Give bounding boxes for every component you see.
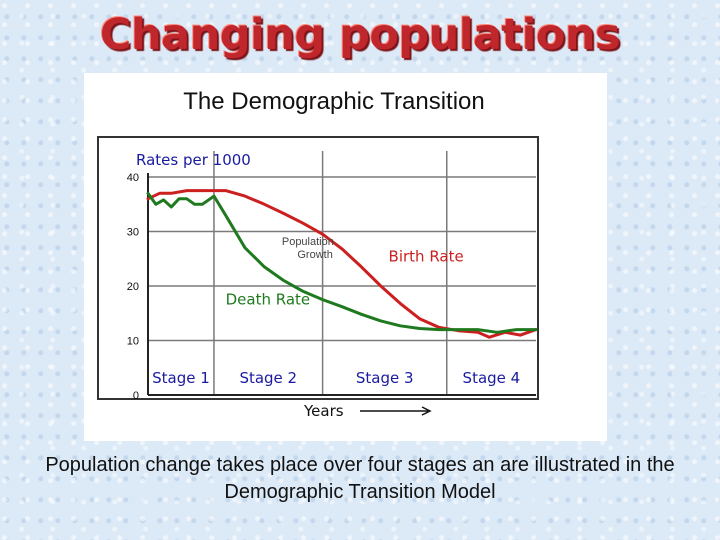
series-layer — [146, 189, 538, 339]
death-rate-label: Death Rate — [226, 291, 311, 309]
stage-label: Stage 1 — [152, 369, 210, 387]
y-tick-label: 30 — [127, 227, 139, 239]
slide-title: Changing populations — [99, 10, 621, 60]
stage-labels: Stage 1 Stage 2 Stage 3 Stage 4 — [152, 369, 520, 387]
y-tick-label: 0 — [133, 390, 139, 402]
stage-label: Stage 4 — [463, 369, 521, 387]
birth-rate-label: Birth Rate — [389, 247, 464, 265]
death-rate-line — [146, 191, 538, 334]
series-labels: Birth Rate Death Rate Population Growth — [226, 236, 464, 308]
x-axis-label: Years — [303, 402, 344, 420]
axis-labels: Rates per 1000 Years — [136, 151, 432, 420]
stage-label: Stage 2 — [239, 369, 297, 387]
population-growth-annotation-line: Population — [282, 236, 334, 248]
chart-figure: The Demographic Transition 0 10 20 30 40 Sta… — [84, 73, 607, 441]
stage-label: Stage 3 — [356, 369, 414, 387]
slide-caption: Population change takes place over four … — [45, 454, 675, 503]
y-tick-label: 10 — [127, 336, 139, 348]
population-growth-annotation: Population Growth — [282, 236, 334, 261]
chart-title: The Demographic Transition — [183, 88, 484, 115]
y-axis-label: Rates per 1000 — [136, 151, 251, 169]
population-growth-annotation-line: Growth — [297, 249, 332, 261]
x-axis-arrow-head-icon — [421, 406, 432, 416]
birth-rate-line — [146, 189, 538, 339]
demographic-transition-chart: The Demographic Transition 0 10 20 30 40 Sta… — [97, 88, 539, 420]
y-tick-label: 20 — [127, 281, 139, 293]
y-tick-label: 40 — [127, 172, 139, 184]
plot-frame — [97, 136, 539, 400]
